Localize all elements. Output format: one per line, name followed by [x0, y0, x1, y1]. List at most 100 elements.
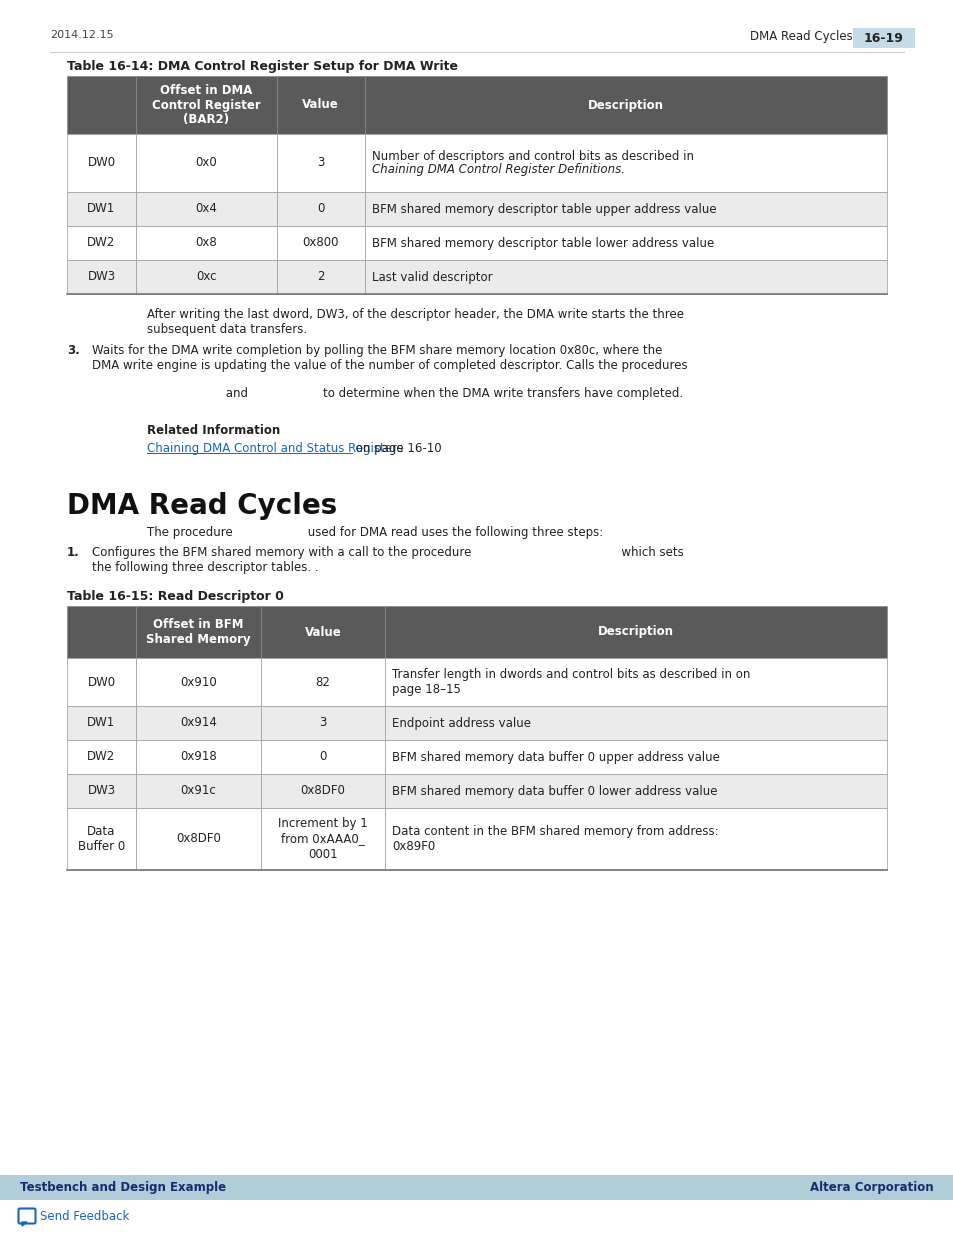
Text: 3: 3: [319, 716, 326, 730]
Text: Offset in DMA
Control Register
(BAR2): Offset in DMA Control Register (BAR2): [152, 84, 260, 126]
Text: Data content in the BFM shared memory from address:
0x89F0: Data content in the BFM shared memory fr…: [392, 825, 718, 853]
Bar: [276, 191, 364, 226]
Bar: [135, 740, 260, 774]
Bar: [260, 658, 385, 706]
Text: 0x800: 0x800: [302, 236, 338, 249]
Text: DW3: DW3: [88, 784, 115, 798]
Bar: [260, 706, 385, 740]
Text: Transfer length in dwords and control bits as described in on
page 18–15: Transfer length in dwords and control bi…: [392, 668, 750, 697]
Text: on page 16-10: on page 16-10: [352, 442, 441, 454]
Text: Altera Corporation: Altera Corporation: [809, 1181, 933, 1194]
Bar: [364, 77, 886, 135]
Bar: [67, 77, 135, 135]
Text: Related Information: Related Information: [147, 424, 280, 437]
Bar: [135, 261, 276, 294]
FancyBboxPatch shape: [18, 1209, 35, 1224]
Text: DW2: DW2: [88, 751, 115, 763]
Text: Increment by 1
from 0xAAA0_
0001: Increment by 1 from 0xAAA0_ 0001: [277, 818, 367, 861]
Bar: [364, 191, 886, 226]
Bar: [260, 740, 385, 774]
Bar: [67, 808, 135, 869]
Text: 0x8DF0: 0x8DF0: [300, 784, 345, 798]
Bar: [67, 226, 135, 261]
Bar: [67, 740, 135, 774]
Polygon shape: [22, 1221, 27, 1226]
Bar: [135, 135, 276, 191]
Bar: [852, 28, 914, 48]
Bar: [135, 774, 260, 808]
Text: DW0: DW0: [88, 157, 115, 169]
Bar: [260, 774, 385, 808]
Text: 0: 0: [319, 751, 326, 763]
Text: BFM shared memory descriptor table lower address value: BFM shared memory descriptor table lower…: [372, 236, 713, 249]
Text: Endpoint address value: Endpoint address value: [392, 716, 531, 730]
Text: DW3: DW3: [88, 270, 115, 284]
Bar: [385, 706, 886, 740]
Bar: [0, 1174, 953, 1200]
Bar: [385, 808, 886, 869]
Text: DW1: DW1: [88, 203, 115, 215]
Text: and                    to determine when the DMA write transfers have completed.: and to determine when the DMA write tran…: [147, 387, 682, 400]
Bar: [385, 774, 886, 808]
Bar: [67, 658, 135, 706]
Bar: [260, 606, 385, 658]
Bar: [67, 606, 135, 658]
Bar: [67, 261, 135, 294]
Bar: [67, 135, 135, 191]
Text: Waits for the DMA write completion by polling the BFM share memory location 0x80: Waits for the DMA write completion by po…: [91, 345, 687, 372]
Bar: [385, 658, 886, 706]
Text: DW1: DW1: [88, 716, 115, 730]
Text: 0x8DF0: 0x8DF0: [175, 832, 220, 846]
Bar: [135, 226, 276, 261]
Bar: [67, 191, 135, 226]
Text: 0x8: 0x8: [195, 236, 217, 249]
Text: Table 16-14: DMA Control Register Setup for DMA Write: Table 16-14: DMA Control Register Setup …: [67, 61, 457, 73]
Bar: [364, 261, 886, 294]
Text: Description: Description: [598, 625, 674, 638]
Text: 2: 2: [316, 270, 324, 284]
Text: DW2: DW2: [88, 236, 115, 249]
Text: Table 16-15: Read Descriptor 0: Table 16-15: Read Descriptor 0: [67, 590, 284, 603]
Text: After writing the last dword, DW3, of the descriptor header, the DMA write start: After writing the last dword, DW3, of th…: [147, 308, 683, 336]
Bar: [385, 740, 886, 774]
Text: Testbench and Design Example: Testbench and Design Example: [20, 1181, 226, 1194]
Bar: [135, 808, 260, 869]
Text: DMA Read Cycles: DMA Read Cycles: [749, 30, 852, 43]
Text: 0x918: 0x918: [179, 751, 216, 763]
Text: 82: 82: [315, 676, 330, 688]
Text: Configures the BFM shared memory with a call to the procedure                   : Configures the BFM shared memory with a …: [91, 546, 683, 574]
Text: Chaining DMA Control Register Definitions.: Chaining DMA Control Register Definition…: [372, 163, 624, 177]
Bar: [135, 77, 276, 135]
Bar: [67, 706, 135, 740]
Bar: [135, 658, 260, 706]
Text: Chaining DMA Control and Status Registers: Chaining DMA Control and Status Register…: [147, 442, 403, 454]
Bar: [364, 226, 886, 261]
Text: 3: 3: [316, 157, 324, 169]
Bar: [135, 706, 260, 740]
Bar: [276, 135, 364, 191]
Text: BFM shared memory data buffer 0 lower address value: BFM shared memory data buffer 0 lower ad…: [392, 784, 717, 798]
Text: 1.: 1.: [67, 546, 80, 559]
Bar: [385, 606, 886, 658]
Text: Number of descriptors and control bits as described in: Number of descriptors and control bits a…: [372, 149, 693, 163]
Bar: [67, 774, 135, 808]
Text: Value: Value: [302, 99, 339, 111]
Bar: [364, 135, 886, 191]
Text: Value: Value: [304, 625, 341, 638]
Text: 0x0: 0x0: [195, 157, 217, 169]
Text: 0x914: 0x914: [179, 716, 216, 730]
Bar: [276, 261, 364, 294]
Text: Description: Description: [587, 99, 663, 111]
Bar: [276, 77, 364, 135]
Text: 3.: 3.: [67, 345, 80, 357]
Text: Send Feedback: Send Feedback: [40, 1210, 130, 1224]
Text: DW0: DW0: [88, 676, 115, 688]
Text: Offset in BFM
Shared Memory: Offset in BFM Shared Memory: [146, 618, 251, 646]
Text: Data
Buffer 0: Data Buffer 0: [78, 825, 125, 853]
Text: Last valid descriptor: Last valid descriptor: [372, 270, 492, 284]
Text: 0x4: 0x4: [195, 203, 217, 215]
Bar: [135, 606, 260, 658]
Text: BFM shared memory descriptor table upper address value: BFM shared memory descriptor table upper…: [372, 203, 716, 215]
Text: DMA Read Cycles: DMA Read Cycles: [67, 492, 337, 520]
Text: 0x91c: 0x91c: [180, 784, 215, 798]
